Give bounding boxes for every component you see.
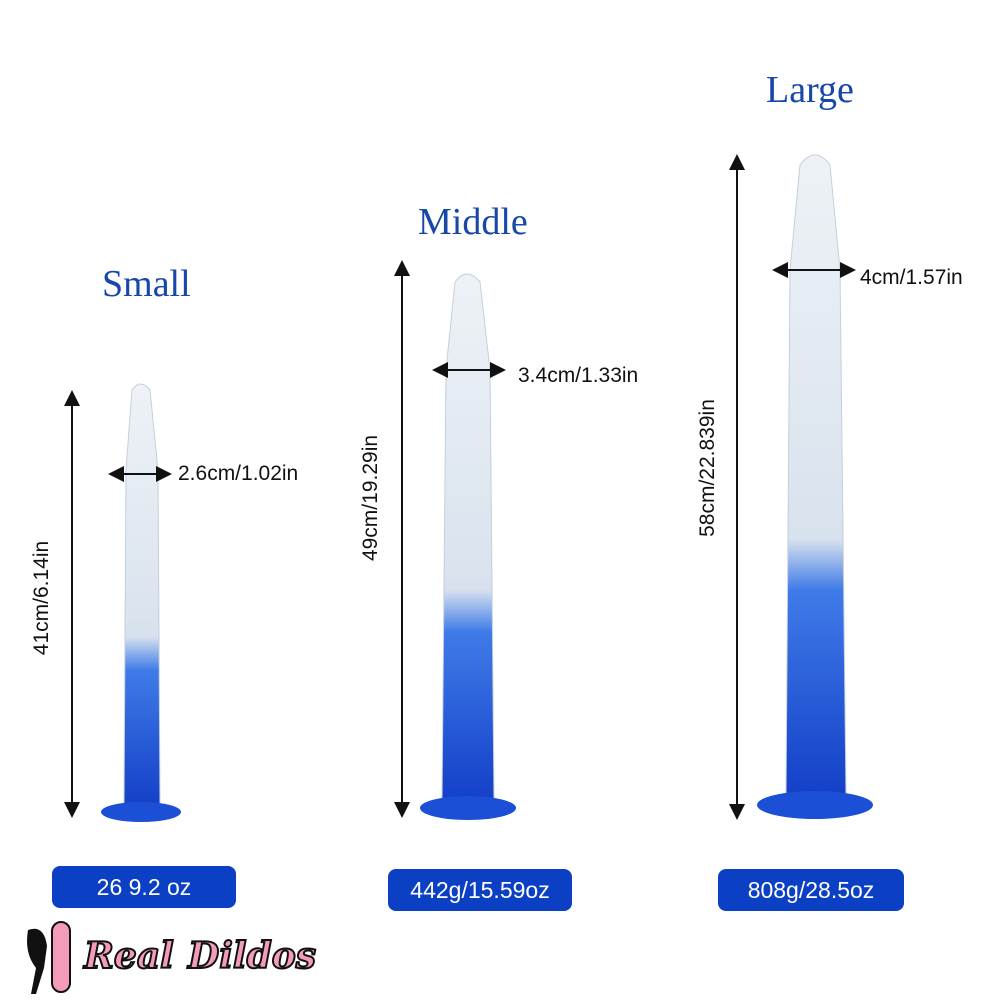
watermark-line1: Real [83, 934, 175, 978]
length-label-large: 58cm/22.839in [696, 399, 719, 537]
product-small [101, 383, 181, 822]
weight-badge-small: 26 9.2 oz [52, 866, 236, 908]
title-large: Large [766, 69, 854, 111]
title-middle: Middle [418, 201, 528, 243]
width-label-small: 2.6cm/1.02in [178, 462, 299, 485]
width-label-large: 4cm/1.57in [860, 266, 963, 289]
title-small: Small [102, 263, 191, 305]
product-middle [420, 273, 516, 820]
watermark-line2: Dildos [187, 934, 317, 978]
watermark-logo: Real Dildos [20, 918, 350, 998]
length-label-small: 41cm/6.14in [30, 540, 53, 656]
product-large [757, 154, 873, 819]
length-label-middle: 49cm/19.29in [359, 434, 382, 562]
weight-badge-middle: 442g/15.59oz [388, 869, 572, 911]
logo-figure-icon [27, 921, 71, 994]
width-label-middle: 3.4cm/1.33in [518, 364, 639, 387]
weight-badge-large: 808g/28.5oz [718, 869, 904, 911]
